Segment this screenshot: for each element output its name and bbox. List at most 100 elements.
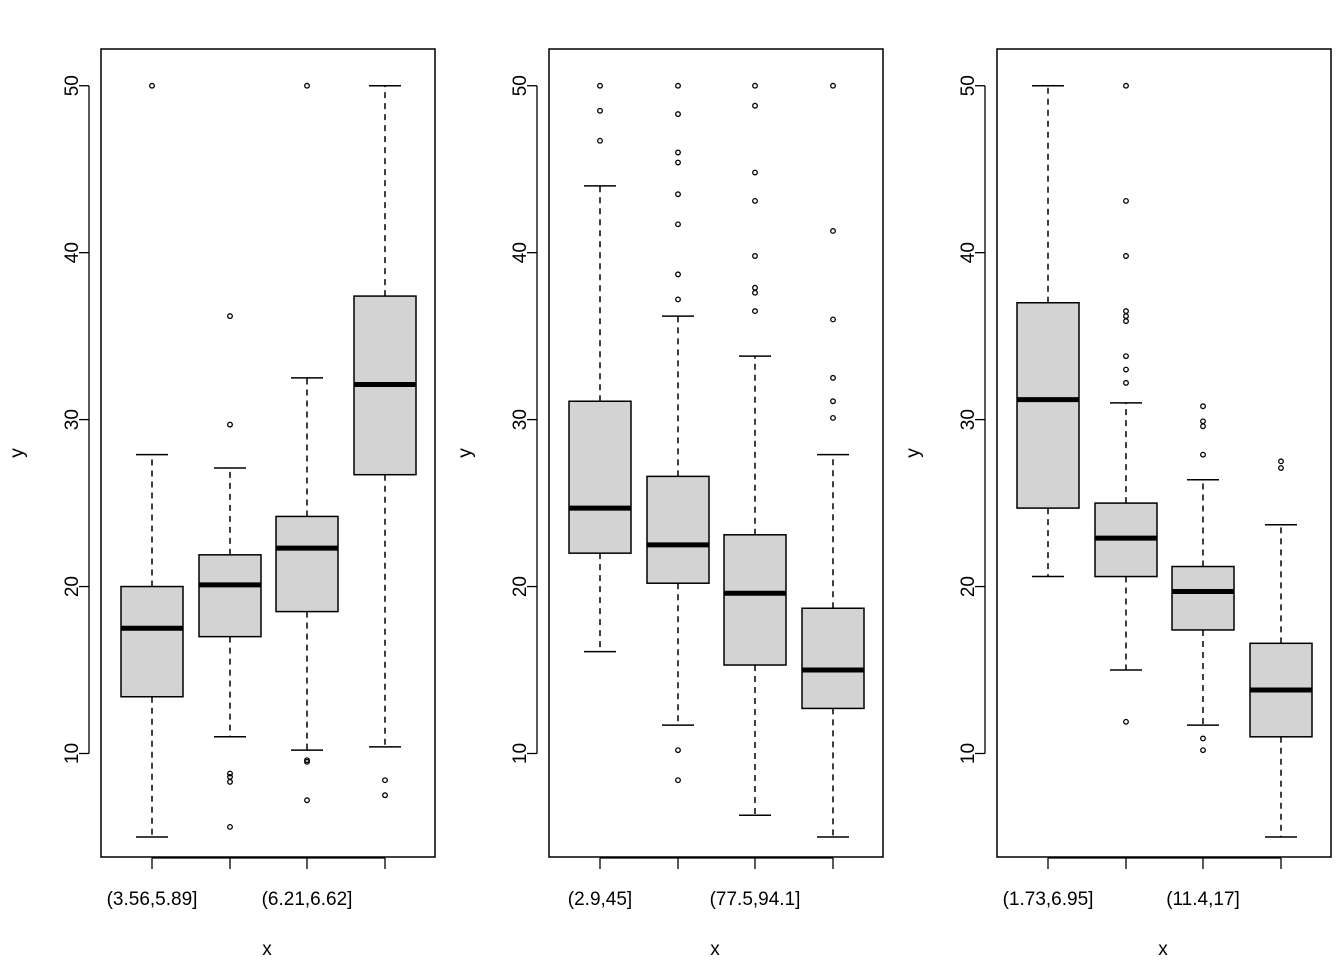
outlier-point [752,308,758,315]
box-1 [568,82,632,653]
outlier-point [1123,718,1129,725]
box-iqr [1171,565,1235,631]
y-tick-label: 10 [958,743,979,764]
outlier-point [675,296,681,303]
box-iqr [120,585,184,698]
box-2 [1094,82,1158,725]
x-axis-title: x [262,939,272,960]
outlier-point [1123,318,1129,325]
outlier-point [1123,197,1129,204]
y-tick-label: 50 [62,75,83,96]
outlier-point [304,758,310,765]
outlier-point [675,111,681,118]
box-4 [1249,458,1313,838]
chart-panel-1: 10 20 30 40 50 (3.56,5.89] (6.21,6.62] x y [7,48,436,960]
x-tick-label: (3.56,5.89] [107,889,198,910]
x-axis-title: x [1158,939,1168,960]
chart-panel-3: 10 20 30 40 50 (1.73,6.95] (11.4,17] x y [903,48,1332,960]
outlier-point [1278,465,1284,471]
outlier-point [1200,735,1206,742]
outlier-point [227,778,233,785]
y-tick-label: 50 [958,75,979,96]
outlier-point [830,398,836,405]
y-tick-label: 20 [958,576,979,597]
outlier-point [752,284,758,291]
outlier-point [227,824,233,830]
box-iqr [198,554,262,638]
outlier-point [675,221,681,228]
outlier-point [830,374,836,381]
y-axis-title: y [455,448,476,458]
outlier-point [675,191,681,198]
box-iqr [646,475,710,584]
box-2 [646,82,710,784]
box-iqr [1016,302,1080,509]
outlier-point [597,107,603,114]
outlier-point [752,102,758,109]
outlier-point [1200,403,1206,410]
outlier-point [1123,353,1129,360]
outlier-point [1123,253,1129,259]
outlier-point [382,777,388,784]
outlier-point [1200,423,1206,430]
y-tick-label: 40 [958,242,979,263]
y-tick-label: 20 [62,576,83,597]
outlier-point [752,197,758,204]
outlier-point [149,82,155,89]
y-tick-label: 30 [958,409,979,430]
y-axis-title: y [903,448,924,458]
box-1 [1016,84,1080,578]
outlier-point [752,169,758,176]
outlier-point [227,770,233,777]
y-tick-label: 20 [510,576,531,597]
outlier-point [1123,379,1129,386]
outlier-point [830,316,836,323]
outlier-point [1278,458,1284,465]
box-4 [801,82,865,838]
outlier-point [597,82,603,89]
outlier-point [830,228,836,234]
y-tick-label: 30 [510,409,531,430]
y-tick-label: 10 [510,743,531,764]
y-tick-label: 30 [62,409,83,430]
outlier-point [830,414,836,421]
outlier-point [752,253,758,259]
outlier-point [675,159,681,166]
plot-frame [996,48,1332,858]
box-iqr [723,534,787,666]
outlier-point [1200,747,1206,754]
box-3 [723,82,787,817]
outlier-point [1123,313,1129,320]
y-tick-label: 50 [510,75,531,96]
outlier-point [304,797,310,804]
box-iqr [275,515,339,613]
outlier-point [752,82,758,89]
outlier-point [675,747,681,754]
plot-frame [100,48,436,858]
outlier-point [675,149,681,156]
x-tick-label: (1.73,6.95] [1003,889,1094,910]
outlier-point [1123,82,1129,89]
chart-panel-2: 10 20 30 40 50 (2.9,45] (77.5,94.1] x y [455,48,884,960]
outlier-point [597,137,603,144]
y-tick-label: 40 [510,242,531,263]
box-3 [1171,403,1235,754]
outlier-point [1123,308,1129,315]
outlier-point [675,777,681,784]
x-tick-label: (77.5,94.1] [710,889,801,910]
box-iqr [568,400,632,554]
y-axis-title: y [7,448,28,458]
box-4 [353,84,417,799]
outlier-point [304,82,310,89]
plot-frame [548,48,884,858]
x-tick-label: (2.9,45] [568,889,632,910]
outlier-point [675,82,681,89]
outlier-point [1200,451,1206,458]
outlier-point [675,271,681,278]
outlier-point [382,792,388,799]
box-3 [275,82,339,804]
outlier-point [752,289,758,296]
x-tick-label: (6.21,6.62] [262,889,353,910]
y-tick-label: 10 [62,743,83,764]
